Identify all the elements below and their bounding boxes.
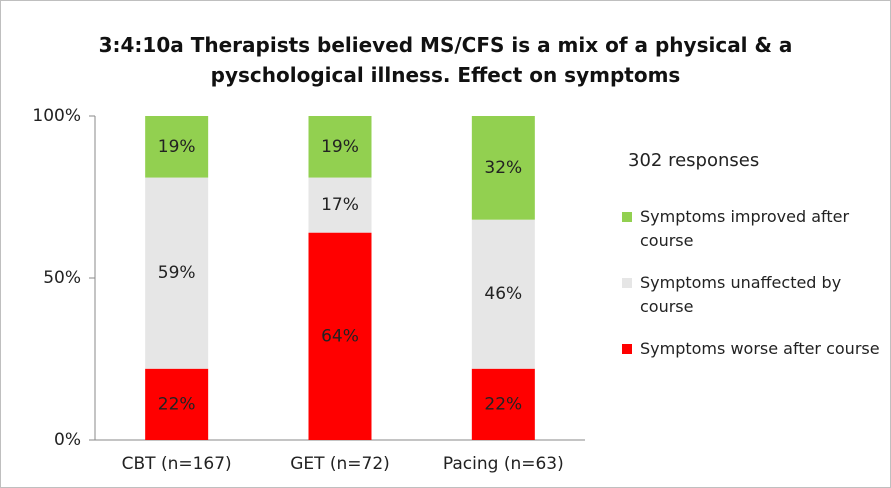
y-tick-label: 0%: [54, 430, 81, 450]
data-label: 17%: [321, 195, 359, 215]
legend-label: Symptoms worse after course: [640, 339, 880, 358]
data-label: 46%: [484, 284, 522, 304]
x-tick-label: CBT (n=167): [122, 454, 232, 474]
y-tick-label: 100%: [32, 106, 81, 126]
chart-title: 3:4:10a Therapists believed MS/CFS is a …: [98, 33, 793, 87]
x-tick-label: Pacing (n=63): [443, 454, 564, 474]
legend-label: Symptoms unaffected by course: [640, 273, 842, 316]
data-label: 22%: [484, 394, 522, 414]
legend-swatch: [622, 212, 632, 222]
bar-segment: [471, 116, 535, 220]
legend-swatch: [622, 344, 632, 354]
bar-segment: [308, 116, 372, 178]
data-label: 59%: [158, 263, 196, 283]
data-label: 32%: [484, 158, 522, 178]
legend-label: Symptoms improved after course: [640, 207, 850, 250]
annotation: 302 responses: [628, 150, 760, 171]
data-label: 64%: [321, 326, 359, 346]
bar-segment: [471, 368, 535, 440]
bar-segment: [308, 232, 372, 440]
bar-segment: [145, 177, 209, 369]
data-label: 19%: [158, 137, 196, 157]
x-tick-label: GET (n=72): [290, 454, 390, 474]
bar-segment: [308, 177, 372, 233]
y-tick-label: 50%: [43, 268, 81, 288]
legend-swatch: [622, 278, 632, 288]
bar-segment: [145, 116, 209, 178]
data-label: 22%: [158, 394, 196, 414]
data-label: 19%: [321, 137, 359, 157]
bar-segment: [145, 368, 209, 440]
bar-segment: [471, 219, 535, 369]
